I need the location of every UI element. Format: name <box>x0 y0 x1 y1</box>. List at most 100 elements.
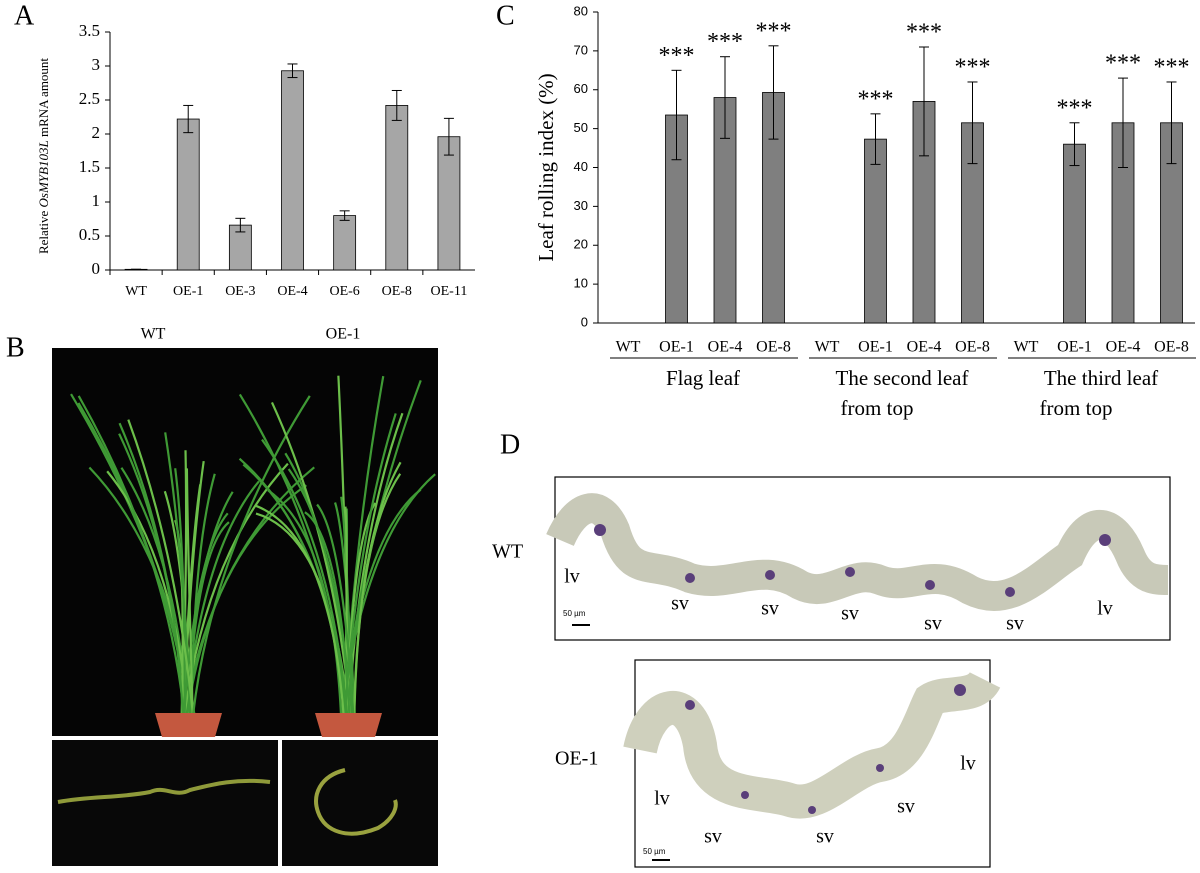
x-tick-label: OE-6 <box>329 284 359 299</box>
x-tick-label: WT <box>815 339 840 356</box>
x-tick-label: WT <box>616 339 641 356</box>
significance: *** <box>1057 95 1093 121</box>
y-tick-label: 40 <box>574 159 588 174</box>
leaf-blade <box>127 419 195 716</box>
veins <box>594 524 1111 814</box>
annotation: sv <box>761 598 779 620</box>
y-tick-label: 0 <box>581 314 588 329</box>
y-tick-label: 2 <box>92 123 101 142</box>
bar <box>1063 143 1086 324</box>
x-tick-label: OE-8 <box>382 284 412 299</box>
group-label: Flag leaf <box>666 366 740 390</box>
annotation: lv <box>564 566 580 588</box>
bar <box>333 215 357 271</box>
photo-label: WT <box>141 326 166 343</box>
leaf-blade <box>304 511 351 716</box>
x-tick-label: OE-11 <box>431 284 468 299</box>
leaf-blade <box>106 470 190 716</box>
annotation: sv <box>924 613 942 635</box>
x-tick-label: OE-4 <box>907 339 942 356</box>
x-tick-label: OE-8 <box>756 339 791 356</box>
annotation: lv <box>960 753 976 775</box>
annotation: lv <box>654 788 670 810</box>
leaf-blade <box>77 395 186 716</box>
leaf-cross-section <box>546 493 1169 611</box>
row-label: OE-1 <box>555 748 598 770</box>
x-tick-label: OE-4 <box>277 284 307 299</box>
panel-label: B <box>6 332 25 363</box>
y-tick-label: 2.5 <box>79 89 100 108</box>
y-tick-label: 1 <box>92 191 101 210</box>
leaf-blade <box>174 468 186 716</box>
y-axis-label-part: OsMYB103L <box>36 140 51 207</box>
annotation: sv <box>671 593 689 615</box>
panel-label: D <box>500 429 520 460</box>
x-tick-label: OE-4 <box>708 339 743 356</box>
leaf-section <box>314 768 398 836</box>
y-axis-label-part: Relative <box>36 207 51 254</box>
y-tick-label: 60 <box>574 81 588 96</box>
significance: *** <box>858 86 894 112</box>
panel-label: A <box>14 0 35 31</box>
leaf-photo <box>52 740 278 866</box>
y-axis-label: Relative OsMYB103L mRNA amount <box>36 58 51 254</box>
annotation: sv <box>816 826 834 848</box>
pot <box>315 713 382 737</box>
significance: *** <box>659 43 695 69</box>
leaf-blade <box>343 413 397 716</box>
leaf-blade <box>255 504 345 716</box>
y-tick-label: 3.5 <box>79 21 100 40</box>
row-label: WT <box>492 541 523 563</box>
scale-label: 50 µm <box>643 847 666 856</box>
leaf-blade <box>185 468 194 716</box>
x-tick-label: OE-8 <box>1154 339 1189 356</box>
bar <box>176 118 200 271</box>
x-tick-label: OE-1 <box>173 284 203 299</box>
group-label: The second leaf <box>836 366 969 390</box>
annotation: lv <box>1097 598 1113 620</box>
y-tick-label: 10 <box>574 276 588 291</box>
scale-label: 50 µm <box>563 609 586 618</box>
significance: *** <box>906 19 942 45</box>
y-tick-label: 0.5 <box>79 225 100 244</box>
y-axis-label-part: mRNA amount <box>36 58 51 141</box>
x-tick-label: WT <box>1014 339 1039 356</box>
panel-label: C <box>496 0 515 31</box>
y-tick-label: 80 <box>574 3 588 18</box>
bar <box>437 136 461 271</box>
significance: *** <box>1105 51 1141 77</box>
significance: *** <box>955 54 991 80</box>
y-axis-label: Leaf rolling index (%) <box>534 73 558 261</box>
leaf-section <box>57 778 271 804</box>
x-tick-label: OE-1 <box>659 339 694 356</box>
x-tick-label: OE-1 <box>858 339 893 356</box>
y-tick-label: 3 <box>92 55 101 74</box>
bar <box>281 70 304 271</box>
annotation: sv <box>704 826 722 848</box>
x-tick-label: OE-3 <box>225 284 255 299</box>
photo-label: OE-1 <box>326 326 361 343</box>
x-tick-label: OE-8 <box>955 339 990 356</box>
annotation: sv <box>897 796 915 818</box>
plants <box>70 375 436 716</box>
significance: *** <box>756 18 792 44</box>
group-label: from top <box>841 396 914 420</box>
group-label: The third leaf <box>1044 366 1158 390</box>
pot <box>155 713 222 737</box>
x-tick-label: OE-1 <box>1057 339 1092 356</box>
annotation: sv <box>841 603 859 625</box>
y-tick-label: 1.5 <box>79 157 100 176</box>
x-tick-label: WT <box>125 284 147 299</box>
leaf-cross-section <box>623 670 1001 819</box>
leaf-blade <box>238 393 349 716</box>
group-label: from top <box>1040 396 1113 420</box>
significance: *** <box>707 29 743 55</box>
significance: *** <box>1154 54 1190 80</box>
leaf-blade <box>316 503 355 716</box>
y-tick-label: 50 <box>574 120 588 135</box>
bar <box>864 138 887 324</box>
leaf-photo <box>282 740 438 866</box>
y-tick-label: 0 <box>92 259 101 278</box>
y-tick-label: 30 <box>574 198 588 213</box>
